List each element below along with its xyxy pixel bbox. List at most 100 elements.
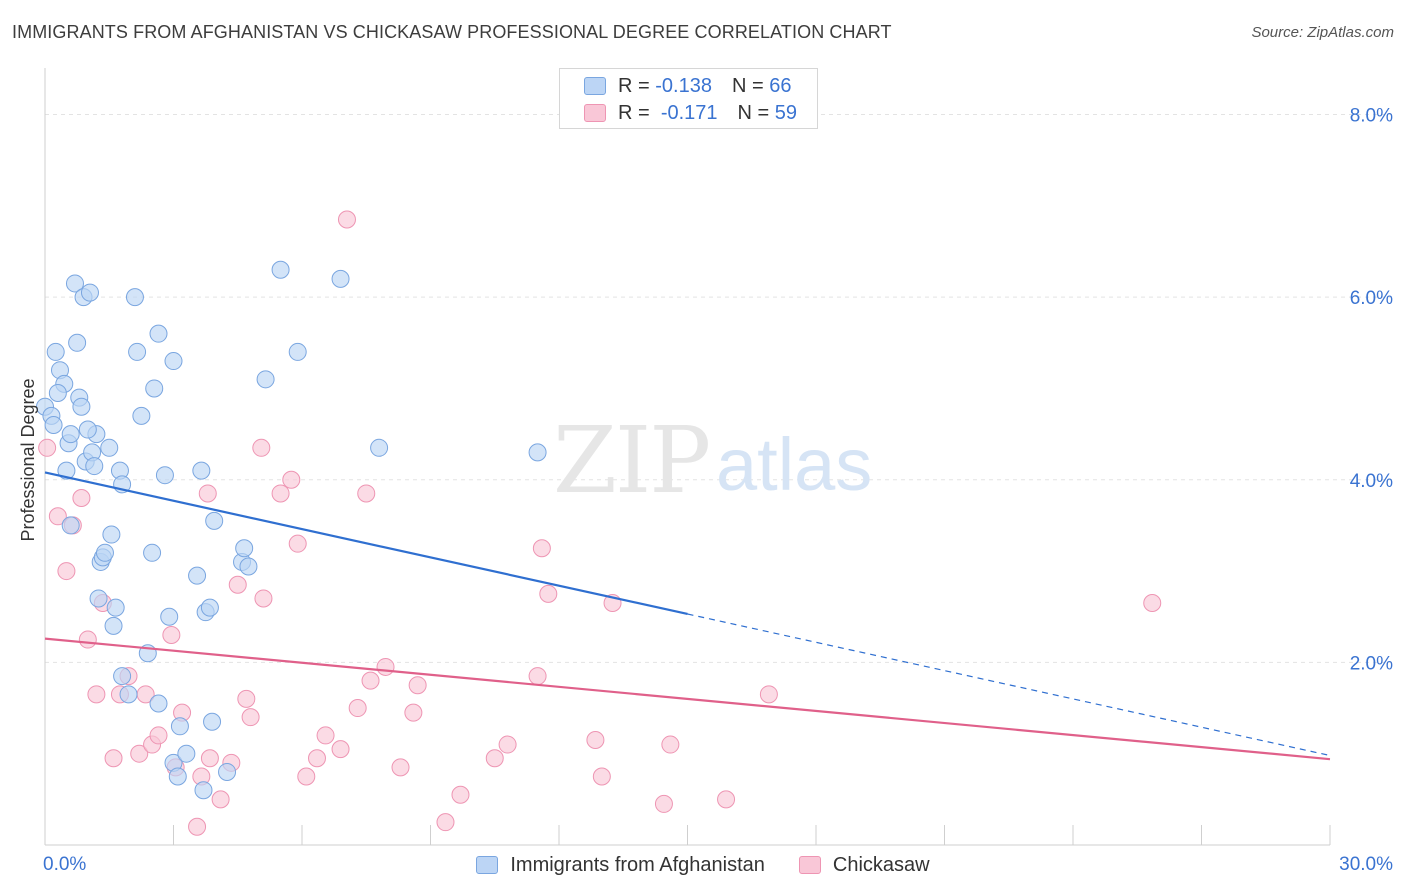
r-label: R = bbox=[618, 74, 650, 97]
chickasaw-point bbox=[592, 767, 611, 786]
n-label: N = bbox=[731, 74, 764, 97]
afghanistan-point bbox=[164, 352, 183, 371]
afghanistan-point bbox=[235, 539, 254, 558]
chickasaw-point bbox=[391, 758, 410, 777]
chickasaw-point bbox=[198, 484, 217, 503]
chickasaw-trend-line bbox=[44, 637, 1331, 761]
chickasaw-point bbox=[408, 676, 427, 695]
afghanistan-point bbox=[119, 685, 138, 704]
afghanistan-point bbox=[170, 717, 189, 736]
pink-swatch-icon bbox=[798, 856, 821, 874]
afghanistan-point bbox=[61, 516, 80, 535]
stats-row-afghanistan: R = -0.138 N = 66 bbox=[584, 73, 791, 99]
afghanistan-point bbox=[104, 616, 123, 635]
chickasaw-point bbox=[271, 484, 290, 503]
afghanistan-point bbox=[89, 589, 108, 608]
chickasaw-point bbox=[532, 539, 551, 558]
afghanistan-point bbox=[113, 667, 132, 686]
chickasaw-point bbox=[237, 689, 256, 708]
zipatlas-watermark: ZIP atlas bbox=[553, 407, 872, 514]
afghanistan-point bbox=[160, 607, 179, 626]
afghanistan-point bbox=[68, 333, 87, 352]
n-value: 66 bbox=[769, 74, 792, 97]
afghanistan-point bbox=[256, 370, 275, 389]
afghanistan-point bbox=[192, 461, 211, 480]
chickasaw-point bbox=[539, 584, 558, 603]
afghanistan-point bbox=[149, 324, 168, 343]
afghanistan-point bbox=[80, 283, 99, 302]
chickasaw-point bbox=[361, 671, 380, 690]
chickasaw-point bbox=[254, 589, 273, 608]
chickasaw-point bbox=[654, 794, 673, 813]
afghanistan-point bbox=[149, 694, 168, 713]
afghanistan-point bbox=[44, 415, 63, 434]
chickasaw-point bbox=[38, 438, 57, 457]
afghanistan-point bbox=[85, 457, 104, 476]
r-label: R = bbox=[618, 101, 650, 124]
chickasaw-point bbox=[200, 749, 219, 768]
chickasaw-point bbox=[331, 740, 350, 759]
chickasaw-point bbox=[307, 749, 326, 768]
legend-item-chickasaw[interactable]: Chickasaw bbox=[798, 853, 930, 877]
afghanistan-point bbox=[125, 288, 144, 307]
chickasaw-point bbox=[661, 735, 680, 754]
blue-swatch-icon bbox=[476, 856, 499, 874]
y-tick-label: 6.0% bbox=[1350, 288, 1393, 309]
legend-label: Chickasaw bbox=[832, 853, 930, 876]
chickasaw-point bbox=[78, 630, 97, 649]
r-value: -0.171 bbox=[660, 101, 718, 124]
afghanistan-point bbox=[65, 274, 84, 293]
chickasaw-point bbox=[451, 785, 470, 804]
chickasaw-point bbox=[282, 470, 301, 489]
chickasaw-point bbox=[376, 657, 395, 676]
chickasaw-point bbox=[162, 625, 181, 644]
x-tick-label: 30.0% bbox=[1339, 854, 1393, 875]
stats-row-chickasaw: R = -0.171 N = 59 bbox=[584, 100, 797, 126]
watermark-atlas: atlas bbox=[716, 423, 872, 506]
n-value: 59 bbox=[774, 101, 798, 124]
afghanistan-point bbox=[155, 466, 174, 485]
chickasaw-point bbox=[48, 507, 67, 526]
source-note: Source: ZipAtlas.com bbox=[1251, 24, 1394, 41]
watermark-zip: ZIP bbox=[553, 407, 709, 514]
afghanistan-point bbox=[145, 379, 164, 398]
chickasaw-point bbox=[357, 484, 376, 503]
afghanistan-point bbox=[168, 767, 187, 786]
chart-title: IMMIGRANTS FROM AFGHANISTAN VS CHICKASAW… bbox=[12, 22, 892, 42]
afghanistan-point bbox=[194, 781, 213, 800]
afghanistan-point bbox=[370, 438, 389, 457]
afghanistan-point bbox=[72, 397, 91, 416]
chickasaw-point bbox=[348, 699, 367, 718]
legend: Immigrants from Afghanistan Chickasaw bbox=[0, 850, 1406, 880]
chickasaw-point bbox=[87, 685, 106, 704]
afghanistan-point bbox=[188, 566, 207, 585]
afghanistan-trend-line bbox=[44, 471, 688, 616]
chickasaw-point bbox=[404, 703, 423, 722]
chickasaw-point bbox=[252, 438, 271, 457]
chickasaw-point bbox=[228, 575, 247, 594]
afghanistan-point bbox=[102, 525, 121, 544]
pink-swatch-icon bbox=[584, 104, 606, 122]
chickasaw-point bbox=[498, 735, 517, 754]
blue-swatch-icon bbox=[584, 77, 606, 95]
afghanistan-point bbox=[331, 269, 350, 288]
afghanistan-point bbox=[95, 543, 114, 562]
afghanistan-point bbox=[288, 342, 307, 361]
y-tick-label: 8.0% bbox=[1350, 106, 1393, 127]
afghanistan-point bbox=[128, 342, 147, 361]
afghanistan-points bbox=[36, 260, 547, 800]
afghanistan-point bbox=[143, 543, 162, 562]
n-label: N = bbox=[737, 101, 770, 124]
afghanistan-point bbox=[61, 425, 80, 444]
chickasaw-point bbox=[211, 790, 230, 809]
legend-item-afghanistan[interactable]: Immigrants from Afghanistan bbox=[476, 854, 765, 877]
chickasaw-point bbox=[72, 489, 91, 508]
chickasaw-point bbox=[149, 726, 168, 745]
legend-label: Immigrants from Afghanistan bbox=[510, 853, 765, 876]
chickasaw-point bbox=[288, 534, 307, 553]
chickasaw-points bbox=[38, 210, 1162, 836]
afghanistan-point bbox=[57, 461, 76, 480]
afghanistan-point bbox=[218, 762, 237, 781]
y-tick-label: 2.0% bbox=[1350, 653, 1393, 674]
afghanistan-point bbox=[48, 384, 67, 403]
